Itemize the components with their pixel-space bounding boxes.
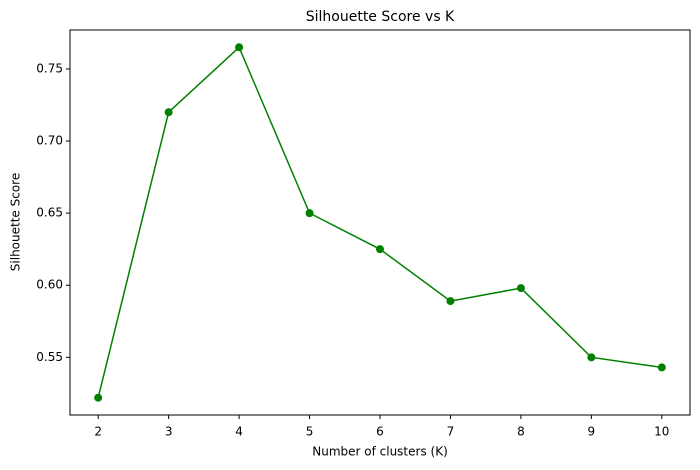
x-axis-label: Number of clusters (K) bbox=[312, 445, 448, 459]
data-point bbox=[164, 108, 173, 117]
x-tick-label: 4 bbox=[235, 425, 243, 439]
x-tick-label: 3 bbox=[165, 425, 173, 439]
x-tick-label: 5 bbox=[306, 425, 314, 439]
chart-title: Silhouette Score vs K bbox=[306, 9, 455, 25]
y-tick-label: 0.70 bbox=[36, 134, 63, 148]
y-tick-label: 0.75 bbox=[36, 61, 63, 75]
x-tick-label: 8 bbox=[517, 425, 525, 439]
y-tick-label: 0.60 bbox=[36, 278, 63, 292]
data-point bbox=[516, 284, 525, 293]
x-tick-label: 6 bbox=[376, 425, 384, 439]
data-point bbox=[235, 43, 244, 52]
data-point bbox=[446, 297, 455, 306]
data-point bbox=[94, 393, 103, 402]
data-point bbox=[305, 209, 314, 218]
x-tick-label: 9 bbox=[588, 425, 596, 439]
x-tick-label: 7 bbox=[447, 425, 455, 439]
y-tick-label: 0.65 bbox=[36, 206, 63, 220]
data-point bbox=[657, 363, 666, 372]
data-point bbox=[376, 245, 384, 254]
x-tick-label: 2 bbox=[94, 425, 102, 439]
y-axis-label: Silhouette Score bbox=[9, 173, 23, 271]
y-tick-label: 0.55 bbox=[36, 350, 63, 364]
data-point bbox=[587, 353, 596, 362]
x-tick-label: 10 bbox=[654, 425, 669, 439]
